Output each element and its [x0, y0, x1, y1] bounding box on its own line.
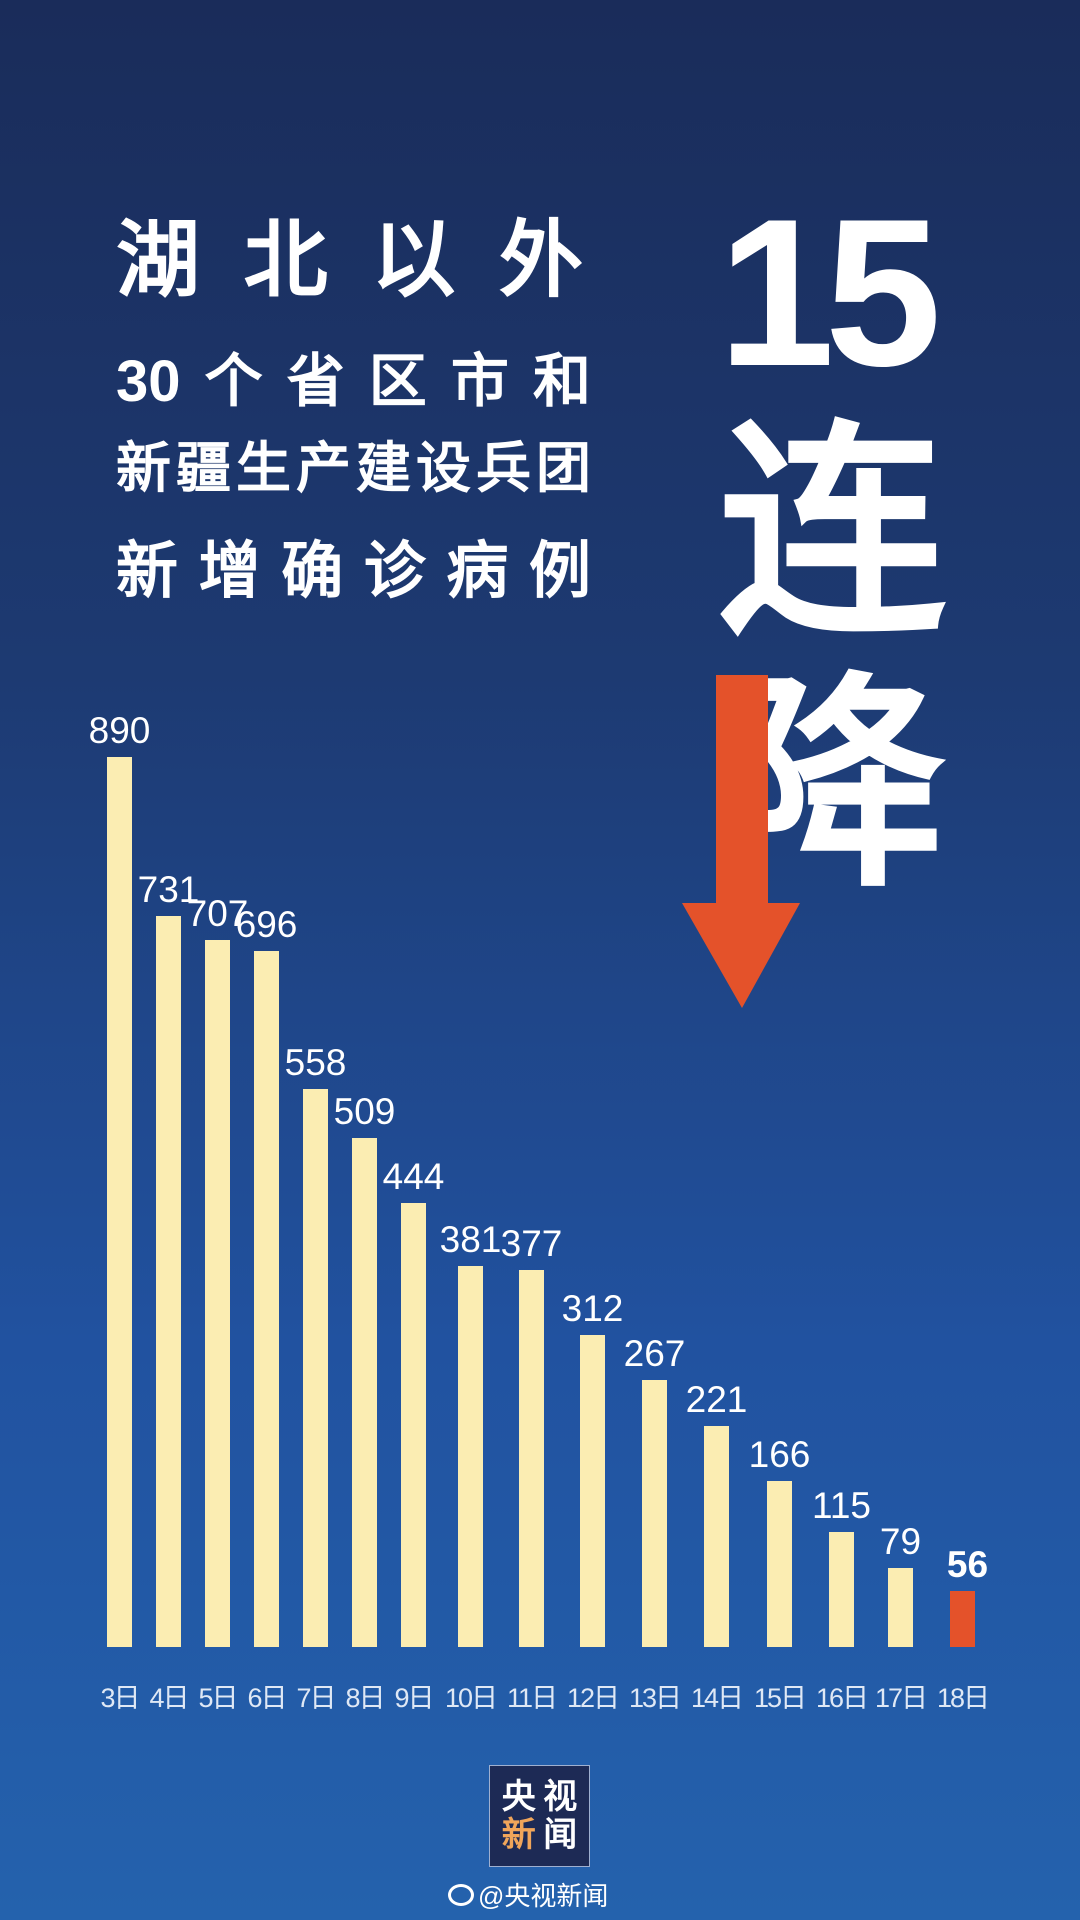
logo-char: 央 — [501, 1778, 536, 1816]
bar — [205, 940, 230, 1647]
bar — [303, 1089, 328, 1647]
bar-value-label: 444 — [383, 1156, 445, 1197]
logo-char: 新 — [501, 1816, 536, 1854]
down-arrow-shape — [682, 675, 800, 1008]
consecutive-char: 连 — [718, 407, 946, 661]
logo-char: 视 — [543, 1778, 578, 1816]
x-tick-label: 13日 — [629, 1683, 680, 1713]
bar — [580, 1335, 605, 1647]
x-tick-label: 4日 — [149, 1683, 187, 1713]
bar-value-label: 221 — [686, 1379, 748, 1420]
bar — [888, 1568, 913, 1647]
x-tick-label: 7日 — [296, 1683, 334, 1713]
bar-value-label: 312 — [562, 1288, 624, 1329]
bar-value-label: 558 — [285, 1042, 347, 1083]
bar-value-label: 696 — [236, 904, 298, 945]
cctv-news-logo: 央 视 新 闻 — [489, 1765, 590, 1867]
consecutive-count: 15 — [718, 175, 942, 410]
bar — [950, 1591, 975, 1647]
headline-line-4: 新增确诊病例 — [116, 537, 591, 606]
weibo-handle: @央视新闻 — [478, 1881, 609, 1911]
bar-value-label: 707 — [187, 893, 249, 934]
bar — [829, 1532, 854, 1647]
x-tick-label: 14日 — [691, 1683, 742, 1713]
bar-value-label: 377 — [501, 1223, 563, 1264]
bar — [352, 1138, 377, 1647]
bar-value-label: 731 — [138, 869, 200, 910]
bar-value-label: 509 — [334, 1091, 396, 1132]
bar-value-label: 56 — [947, 1544, 988, 1585]
weibo-credit: @央视新闻 — [448, 1876, 608, 1913]
bar — [254, 951, 279, 1647]
x-tick-label: 8日 — [345, 1683, 383, 1713]
x-tick-label: 15日 — [754, 1683, 805, 1713]
bar-value-label: 890 — [89, 710, 151, 751]
x-tick-label: 16日 — [816, 1683, 867, 1713]
x-tick-label: 5日 — [198, 1683, 236, 1713]
x-tick-label: 11日 — [507, 1683, 556, 1713]
bar — [519, 1270, 544, 1647]
bar-value-label: 267 — [624, 1333, 686, 1374]
x-tick-label: 12日 — [567, 1683, 618, 1713]
headline-line-2: 30个省区市和 — [116, 349, 591, 414]
x-tick-label: 10日 — [445, 1683, 496, 1713]
bar-value-label: 115 — [812, 1485, 871, 1526]
bar — [704, 1426, 729, 1647]
x-tick-label: 17日 — [875, 1683, 926, 1713]
bar — [458, 1266, 483, 1647]
headline-line-1: 湖北以外 — [116, 213, 591, 307]
x-tick-label: 3日 — [100, 1683, 138, 1713]
bar-value-label: 79 — [880, 1521, 921, 1562]
bar — [107, 757, 132, 1647]
headline-line-3: 新疆生产建设兵团 — [116, 437, 591, 499]
x-tick-label: 9日 — [394, 1683, 432, 1713]
weibo-icon — [448, 1883, 474, 1906]
bar — [401, 1203, 426, 1647]
bar — [767, 1481, 792, 1647]
logo-char: 闻 — [543, 1816, 578, 1854]
bar-value-label: 166 — [749, 1434, 811, 1475]
x-tick-label: 18日 — [937, 1683, 988, 1713]
bar — [642, 1380, 667, 1647]
bar-value-label: 381 — [440, 1219, 502, 1260]
x-tick-label: 6日 — [247, 1683, 285, 1713]
bar — [156, 916, 181, 1647]
